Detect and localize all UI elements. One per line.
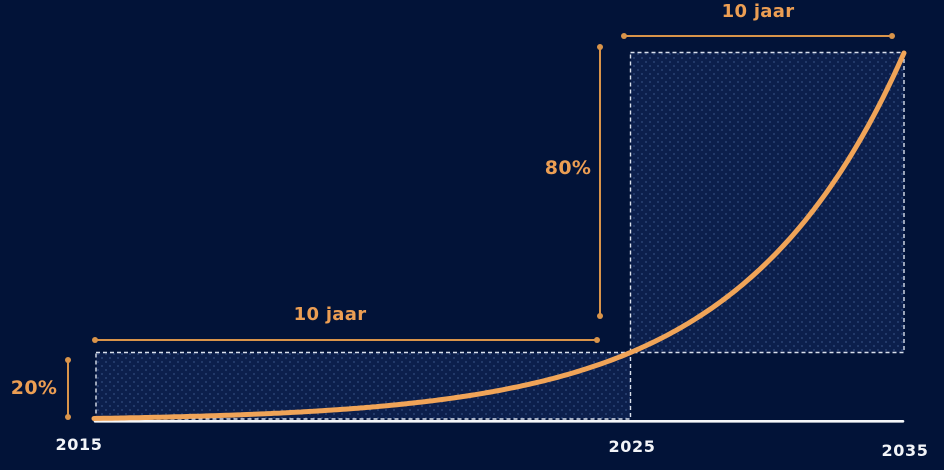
span-end-dot — [594, 337, 600, 343]
span-end-dot — [65, 357, 71, 363]
label-20pct: 20% — [10, 377, 58, 399]
x-tick-2025: 2025 — [608, 437, 656, 456]
x-tick-2015: 2015 — [55, 435, 103, 454]
label-10jaar-top: 10 jaar — [721, 1, 795, 22]
span-end-dot — [889, 33, 895, 39]
decade-box-2025-2035 — [629, 51, 905, 354]
span-end-dot — [597, 313, 603, 319]
label-80pct: 80% — [544, 157, 592, 179]
span-line-10jaar-left — [92, 337, 600, 343]
span-end-dot — [65, 414, 71, 420]
span-end-dot — [92, 337, 98, 343]
span-line-10jaar-top — [621, 33, 895, 39]
x-tick-2035: 2035 — [881, 441, 929, 460]
label-10jaar-left: 10 jaar — [293, 304, 367, 325]
growth-curve — [91, 50, 907, 421]
span-line-20pct — [65, 357, 71, 420]
span-line-80pct — [597, 44, 603, 319]
span-end-dot — [597, 44, 603, 50]
span-end-dot — [621, 33, 627, 39]
